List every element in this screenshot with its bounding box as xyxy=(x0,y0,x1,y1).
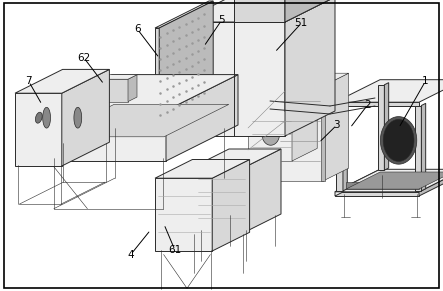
Polygon shape xyxy=(385,83,389,170)
Polygon shape xyxy=(180,22,285,136)
Polygon shape xyxy=(377,85,385,170)
Polygon shape xyxy=(343,103,347,191)
Polygon shape xyxy=(74,107,82,128)
Polygon shape xyxy=(40,111,166,161)
Polygon shape xyxy=(15,69,109,93)
Text: 61: 61 xyxy=(168,245,182,255)
Polygon shape xyxy=(335,102,419,107)
Polygon shape xyxy=(15,93,62,166)
Text: 7: 7 xyxy=(26,77,32,86)
Polygon shape xyxy=(335,80,443,102)
Polygon shape xyxy=(285,0,335,136)
Polygon shape xyxy=(35,112,42,123)
Polygon shape xyxy=(100,75,137,79)
Polygon shape xyxy=(62,69,109,166)
Polygon shape xyxy=(419,169,443,196)
Polygon shape xyxy=(166,74,238,161)
Polygon shape xyxy=(43,107,51,128)
Polygon shape xyxy=(278,86,323,181)
Polygon shape xyxy=(49,104,229,137)
Polygon shape xyxy=(383,119,414,162)
Polygon shape xyxy=(421,103,426,191)
Polygon shape xyxy=(247,149,281,231)
Text: 62: 62 xyxy=(78,53,91,63)
Polygon shape xyxy=(234,0,285,22)
Polygon shape xyxy=(276,86,280,181)
Polygon shape xyxy=(212,159,249,251)
Polygon shape xyxy=(195,166,247,231)
Polygon shape xyxy=(346,182,419,189)
Text: 5: 5 xyxy=(218,15,225,25)
Polygon shape xyxy=(262,123,280,145)
Polygon shape xyxy=(155,28,159,126)
Polygon shape xyxy=(415,106,421,191)
Polygon shape xyxy=(155,178,212,251)
Polygon shape xyxy=(346,172,443,189)
Text: 4: 4 xyxy=(128,250,134,260)
Polygon shape xyxy=(100,79,128,102)
Polygon shape xyxy=(381,117,417,164)
Polygon shape xyxy=(128,75,137,102)
Polygon shape xyxy=(248,106,292,161)
Polygon shape xyxy=(335,169,380,196)
Polygon shape xyxy=(292,93,317,161)
Polygon shape xyxy=(278,73,349,86)
Polygon shape xyxy=(336,106,343,191)
Polygon shape xyxy=(335,192,419,196)
Polygon shape xyxy=(323,73,349,181)
Text: 1: 1 xyxy=(422,77,428,86)
Polygon shape xyxy=(195,149,281,166)
Polygon shape xyxy=(335,169,443,192)
Polygon shape xyxy=(248,93,317,106)
Polygon shape xyxy=(155,159,249,178)
Polygon shape xyxy=(159,1,213,126)
Polygon shape xyxy=(40,74,238,111)
Text: 3: 3 xyxy=(334,120,340,130)
Text: 6: 6 xyxy=(134,24,140,34)
Text: 51: 51 xyxy=(295,18,308,28)
Polygon shape xyxy=(180,0,335,22)
Polygon shape xyxy=(155,1,213,28)
Polygon shape xyxy=(285,0,335,22)
Polygon shape xyxy=(321,86,325,181)
Text: 2: 2 xyxy=(365,100,371,110)
